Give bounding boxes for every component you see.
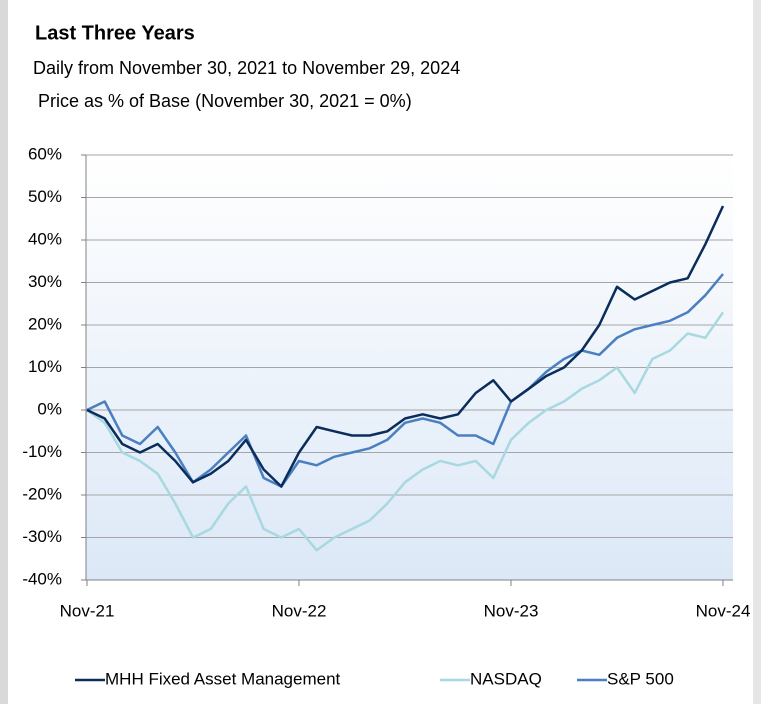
y-tick-label: 50% — [28, 187, 62, 206]
legend-label: MHH Fixed Asset Management — [105, 669, 341, 688]
side-bar — [0, 0, 8, 704]
x-tick-label: Nov-24 — [696, 601, 751, 620]
side-bar — [753, 0, 761, 704]
subtitle: Daily from November 30, 2021 to November… — [33, 58, 460, 78]
series-line — [86, 311, 725, 552]
y-tick-label: -20% — [22, 484, 62, 503]
y-tick-label: 0% — [37, 399, 62, 418]
y-tick-label: 40% — [28, 229, 62, 248]
legend-label: S&P 500 — [607, 669, 674, 688]
chart-title: Last Three Years — [35, 22, 195, 44]
y-tick-label: 30% — [28, 272, 62, 291]
x-tick-label: Nov-23 — [484, 601, 539, 620]
y-tick-label: 60% — [28, 144, 62, 163]
legend-label: NASDAQ — [470, 669, 542, 688]
y-tick-label: -10% — [22, 442, 62, 461]
y-tick-label: -30% — [22, 527, 62, 546]
y-tick-label: -40% — [22, 569, 62, 588]
series-line — [86, 205, 725, 488]
y-axis-label: Price as % of Base (November 30, 2021 = … — [38, 91, 412, 111]
y-tick-label: 20% — [28, 314, 62, 333]
x-tick-label: Nov-21 — [60, 601, 115, 620]
y-tick-label: 10% — [28, 357, 62, 376]
x-tick-label: Nov-22 — [272, 601, 327, 620]
